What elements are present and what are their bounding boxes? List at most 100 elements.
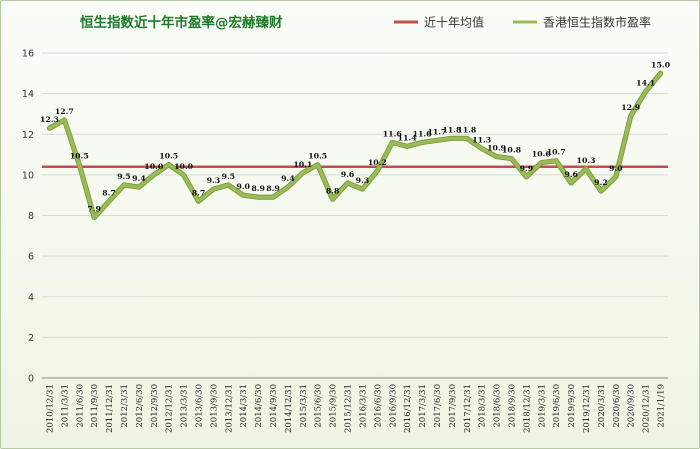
- data-label: 9.3: [356, 176, 370, 185]
- y-tick-label: 0: [28, 374, 34, 385]
- x-tick-label: 2016/9/30: [388, 384, 398, 428]
- x-tick-label: 2015/6/30: [314, 384, 324, 428]
- data-label: 9.3: [207, 176, 221, 185]
- data-label: 8.9: [251, 184, 265, 193]
- x-tick-label: 2010/12/31: [45, 384, 55, 433]
- x-tick-label: 2019/6/30: [552, 384, 562, 428]
- data-label: 14.1: [636, 79, 655, 88]
- x-tick-label: 2014/12/31: [284, 384, 294, 433]
- x-tick-label: 2012/3/31: [120, 384, 130, 428]
- data-label: 10.9: [487, 144, 506, 153]
- x-tick-label: 2019/3/31: [537, 384, 547, 428]
- data-label: 9.5: [117, 172, 131, 181]
- x-tick-label: 2013/9/30: [209, 384, 219, 428]
- data-label: 8.7: [102, 188, 116, 197]
- data-label: 9.2: [594, 178, 608, 187]
- chart-title: 恒生指数近十年市盈率@宏赫臻财: [80, 14, 283, 31]
- legend: 近十年均值 香港恒生指数市盈率: [394, 15, 651, 30]
- data-label: 10.0: [144, 162, 164, 171]
- x-tick-label: 2019/12/31: [582, 384, 592, 433]
- data-label: 8.8: [326, 186, 340, 195]
- x-tick-label: 2020/6/30: [612, 384, 622, 428]
- data-label: 11.3: [472, 135, 491, 144]
- gridlines: [42, 52, 668, 379]
- data-label: 7.9: [87, 205, 101, 214]
- x-tick-label: 2019/9/30: [567, 384, 577, 428]
- y-tick-label: 16: [22, 49, 34, 60]
- data-label: 9.6: [341, 170, 355, 179]
- data-label: 8.9: [266, 184, 280, 193]
- data-label: 15.0: [651, 60, 671, 69]
- x-tick-label: 2015/12/31: [344, 384, 354, 433]
- data-label: 11.8: [442, 125, 461, 134]
- data-label: 12.3: [40, 115, 59, 124]
- x-tick-label: 2011/3/31: [60, 384, 70, 428]
- x-tick-label: 2014/3/31: [239, 384, 249, 428]
- pe-line-shadow: [46, 70, 664, 221]
- data-label: 10.5: [70, 152, 89, 161]
- data-label: 8.7: [192, 188, 206, 197]
- x-tick-label: 2017/9/30: [448, 384, 458, 428]
- x-tick-label: 2014/6/30: [254, 384, 264, 428]
- data-label: 10.2: [368, 158, 387, 167]
- data-label: 9.4: [281, 174, 295, 183]
- data-label: 11.7: [427, 127, 446, 136]
- y-tick-label: 8: [28, 211, 34, 222]
- data-label: 9.0: [236, 182, 250, 191]
- x-tick-label: 2020/9/30: [627, 384, 637, 428]
- data-label: 9.4: [132, 174, 146, 183]
- x-tick-label: 2018/3/31: [478, 384, 488, 428]
- data-label: 10.6: [532, 150, 551, 159]
- data-label: 12.9: [621, 103, 640, 112]
- data-label: 10.0: [174, 162, 194, 171]
- data-label: 12.7: [55, 107, 74, 116]
- x-tick-label: 2013/3/31: [180, 384, 190, 428]
- data-label: 10.3: [577, 156, 596, 165]
- data-label: 10.1: [293, 160, 312, 169]
- x-tick-label: 2020/12/31: [642, 384, 652, 433]
- axes: 0 2 4 6 8 10 12 14 16 2010/12/31 2011/3/31 2011/6/3…: [22, 49, 667, 434]
- legend-label-average: 近十年均值: [424, 15, 484, 30]
- x-tick-label: 2013/12/31: [224, 384, 234, 433]
- x-tick-label: 2011/12/31: [105, 384, 115, 433]
- y-tick-label: 6: [28, 252, 34, 263]
- pe-line: [47, 71, 663, 220]
- x-tick-label: 2012/12/31: [165, 384, 175, 433]
- x-tick-label: 2011/6/30: [75, 384, 85, 428]
- y-tick-label: 4: [28, 292, 34, 303]
- data-label: 9.9: [520, 164, 534, 173]
- data-label: 9.6: [564, 170, 578, 179]
- x-tick-label: 2015/3/31: [299, 384, 309, 428]
- data-label: 9.0: [609, 164, 623, 173]
- x-tick-label: 2020/3/31: [597, 384, 607, 428]
- data-label: 9.5: [222, 172, 236, 181]
- x-tick-label: 2017/3/31: [418, 384, 428, 428]
- x-tick-label: 2016/6/30: [373, 384, 383, 428]
- x-tick-label: 2015/9/30: [329, 384, 339, 428]
- x-tick-label: 2012/9/30: [150, 384, 160, 428]
- data-label: 11.4: [398, 133, 418, 142]
- x-tick-label: 2016/3/31: [358, 384, 368, 428]
- x-tick-label: 2018/6/30: [493, 384, 503, 428]
- y-tick-label: 10: [22, 170, 34, 181]
- data-label: 10.5: [159, 152, 178, 161]
- x-tick-label: 2014/9/30: [269, 384, 279, 428]
- x-tick-label: 2018/9/30: [508, 384, 518, 428]
- x-tick-label: 2011/9/30: [90, 384, 100, 428]
- x-tick-label: 2018/12/31: [522, 384, 532, 433]
- x-tick-label: 2017/12/31: [463, 384, 473, 433]
- x-tick-label: 2021/1/19: [657, 384, 667, 428]
- data-label: 11.6: [383, 129, 402, 138]
- x-tick-label: 2017/6/30: [433, 384, 443, 428]
- x-tick-label: 2016/12/31: [403, 384, 413, 433]
- legend-label-pe: 香港恒生指数市盈率: [543, 15, 651, 30]
- data-label: 10.5: [308, 152, 327, 161]
- y-tick-label: 2: [28, 333, 34, 344]
- data-labels: 12.312.710.57.98.79.5 9.410.010.510.08.79…: [40, 60, 671, 213]
- y-tick-label: 14: [22, 89, 34, 100]
- y-tick-label: 12: [22, 130, 34, 141]
- data-label: 10.7: [547, 148, 566, 157]
- data-label: 11.6: [413, 129, 432, 138]
